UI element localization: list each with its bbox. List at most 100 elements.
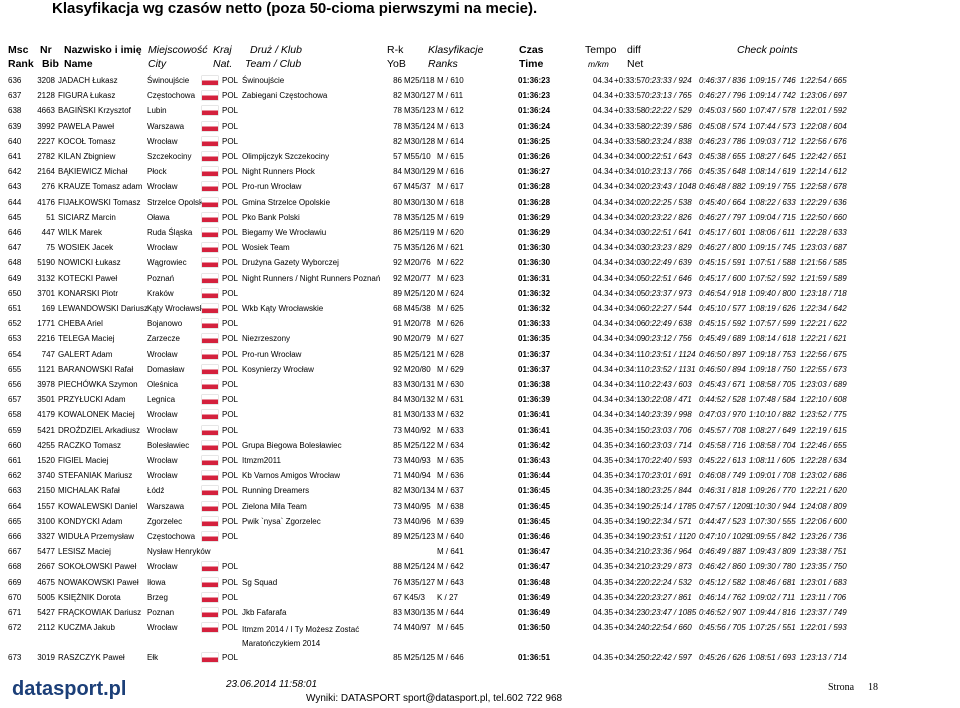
flag xyxy=(202,258,218,268)
time: 01:36:48 xyxy=(518,577,551,587)
checkpoint: 1:23:01 / 683 xyxy=(800,577,847,587)
pace: 04.35 xyxy=(593,516,614,526)
yob: 75 xyxy=(393,243,402,253)
diff: +0:33:57 xyxy=(614,91,646,101)
pace: 04.34 xyxy=(593,106,614,116)
rank: 658 xyxy=(8,410,22,420)
bib: 3132 xyxy=(37,273,55,283)
rank: 671 xyxy=(8,608,22,617)
city: Częstochowa xyxy=(147,532,196,541)
place: M / 646 xyxy=(437,653,464,663)
bib: 3501 xyxy=(37,395,55,405)
checkpoint: 1:22:46 / 655 xyxy=(800,440,847,450)
flag xyxy=(202,197,218,207)
bib: 5190 xyxy=(37,258,55,268)
yob: 86 xyxy=(393,76,402,85)
city: Płock xyxy=(147,167,167,177)
time: 01:36:28 xyxy=(518,182,551,192)
checkpoint: 1:09:02 / 711 xyxy=(749,592,796,602)
category: M30/132 xyxy=(404,395,436,405)
checkpoint: 1:22:58 / 678 xyxy=(800,182,847,192)
rank: 660 xyxy=(8,440,22,450)
yob: 84 xyxy=(393,167,402,177)
checkpoint: 0:23:51 / 1124 xyxy=(645,349,696,359)
yob: 82 xyxy=(393,486,402,496)
name: FIJAŁKOWSKI Tomasz xyxy=(58,197,141,207)
name: RACZKO Tomasz xyxy=(58,440,121,450)
nat: POL xyxy=(222,76,239,85)
team: Niezrzeszony xyxy=(242,334,291,344)
name: KUCZMA Jakub xyxy=(58,623,115,633)
bib: 5427 xyxy=(37,608,55,617)
checkpoint: 1:09:40 / 800 xyxy=(749,288,796,298)
checkpoint: 0:23:47 / 1085 xyxy=(645,608,697,617)
checkpoint: 0:23:01 / 691 xyxy=(645,471,692,481)
category: M30/135 xyxy=(404,608,436,617)
checkpoint: 1:22:28 / 634 xyxy=(800,456,847,465)
flag xyxy=(202,167,218,177)
diff: +0:34:11 xyxy=(614,349,645,359)
yob: 84 xyxy=(393,395,402,405)
checkpoint: 1:22:14 / 612 xyxy=(800,167,847,177)
place: M / 644 xyxy=(437,608,464,617)
yob: 68 xyxy=(393,304,402,313)
name: STEFANIAK Mariusz xyxy=(58,471,133,481)
name: WIDUŁA Przemysław xyxy=(58,532,135,541)
checkpoint: 1:08:58 / 705 xyxy=(749,380,796,389)
team: Zielona Mila Team xyxy=(242,501,307,511)
diff: +0:34:22 xyxy=(614,577,646,587)
checkpoint: 0:46:08 / 749 xyxy=(699,471,746,481)
city: Wrocław xyxy=(147,243,178,253)
checkpoint: 1:08:14 / 618 xyxy=(749,334,796,344)
team: Night Runners / Night Runners Poznań xyxy=(242,273,381,283)
category: M40/97 xyxy=(404,623,431,633)
name: KOWALONEK Maciej xyxy=(58,410,135,420)
checkpoint: 0:45:17 / 600 xyxy=(699,273,746,283)
nat: POL xyxy=(222,592,239,602)
bib: 1771 xyxy=(37,319,55,329)
checkpoint: 1:07:48 / 584 xyxy=(749,395,796,405)
category: M25/125 xyxy=(404,653,436,663)
checkpoint: 0:46:50 / 897 xyxy=(699,349,746,359)
category: M40/92 xyxy=(404,425,431,435)
checkpoint: 0:22:27 / 544 xyxy=(645,304,692,313)
category: M45/38 xyxy=(404,304,431,313)
pace: 04.34 xyxy=(593,136,614,146)
checkpoint: 0:23:22 / 826 xyxy=(645,212,692,222)
place: M / 642 xyxy=(437,562,464,572)
yob: 71 xyxy=(393,471,402,481)
nat: POL xyxy=(222,623,239,633)
place: M / 639 xyxy=(437,516,464,526)
rank: 649 xyxy=(8,273,22,283)
bib: 3208 xyxy=(37,76,55,85)
checkpoint: 0:23:43 / 1048 xyxy=(645,182,697,192)
bib: 4675 xyxy=(37,577,55,587)
yob: 88 xyxy=(393,562,402,572)
diff: +0:33:58 xyxy=(614,121,646,131)
rank: 642 xyxy=(8,167,22,177)
place: M / 635 xyxy=(437,456,464,465)
name: FIGIEL Maciej xyxy=(58,456,109,465)
checkpoint: 0:46:27 / 800 xyxy=(699,243,746,253)
place: M / 623 xyxy=(437,273,464,283)
checkpoint: 0:45:12 / 582 xyxy=(699,577,746,587)
flag xyxy=(202,121,218,131)
nat: POL xyxy=(222,516,239,526)
header-en: YoB xyxy=(387,58,406,70)
time: 01:36:49 xyxy=(518,592,551,602)
flag xyxy=(202,425,218,435)
checkpoint: 0:44:47 / 523 xyxy=(699,516,746,526)
header-pl: Nazwisko i imię xyxy=(64,44,142,56)
checkpoint: 0:22:51 / 643 xyxy=(645,152,692,161)
checkpoint: 0:22:49 / 638 xyxy=(645,319,692,329)
checkpoint: 0:23:12 / 756 xyxy=(645,334,692,344)
checkpoint: 1:09:19 / 755 xyxy=(749,182,796,192)
yob: 73 xyxy=(393,425,402,435)
nat: POL xyxy=(222,228,239,237)
checkpoint: 0:25:14 / 1785 xyxy=(645,501,697,511)
city: Wrocław xyxy=(147,562,178,572)
bib: 2227 xyxy=(37,136,55,146)
city: Bojanowo xyxy=(147,319,183,329)
header-en: m/km xyxy=(588,59,609,69)
nat: POL xyxy=(222,304,239,313)
